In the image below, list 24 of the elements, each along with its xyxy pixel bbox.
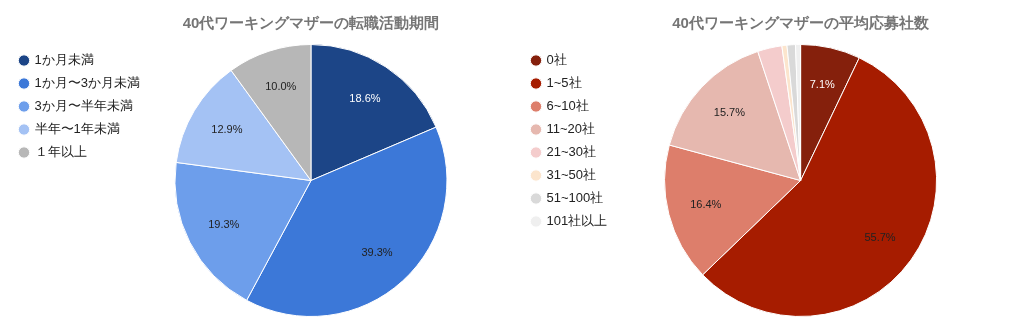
chart-title: 40代ワーキングマザーの平均応募社数 — [672, 14, 930, 32]
data-label: 10.0% — [265, 80, 297, 93]
data-label: 39.3% — [361, 245, 393, 258]
legend-label: 1か月〜3か月未満 — [34, 75, 140, 91]
data-label: 18.6% — [349, 91, 381, 104]
legend-label: 101社以上 — [546, 213, 608, 229]
legend-label: 半年〜1年未満 — [34, 121, 120, 137]
legend-label: 6~10社 — [546, 98, 589, 114]
data-label: 12.9% — [211, 123, 243, 136]
legend-label: 3か月〜半年未満 — [34, 98, 133, 114]
legend-label: 11~20社 — [546, 121, 596, 137]
legend-label: 1か月未満 — [34, 52, 94, 68]
legend-label: 1~5社 — [546, 75, 582, 91]
legend-label: 21~30社 — [546, 144, 597, 160]
data-label: 19.3% — [208, 218, 240, 231]
legend-label: 0社 — [546, 52, 567, 68]
legend-label: 51~100社 — [546, 190, 604, 206]
chart-title: 40代ワーキングマザーの転職活動期間 — [182, 14, 440, 32]
legend-label: 31~50社 — [546, 167, 597, 183]
legend-label: １年以上 — [34, 144, 87, 160]
data-label: 16.4% — [690, 197, 722, 210]
data-label: 55.7% — [864, 230, 896, 243]
data-label: 7.1% — [809, 78, 836, 91]
data-label: 15.7% — [713, 106, 746, 119]
